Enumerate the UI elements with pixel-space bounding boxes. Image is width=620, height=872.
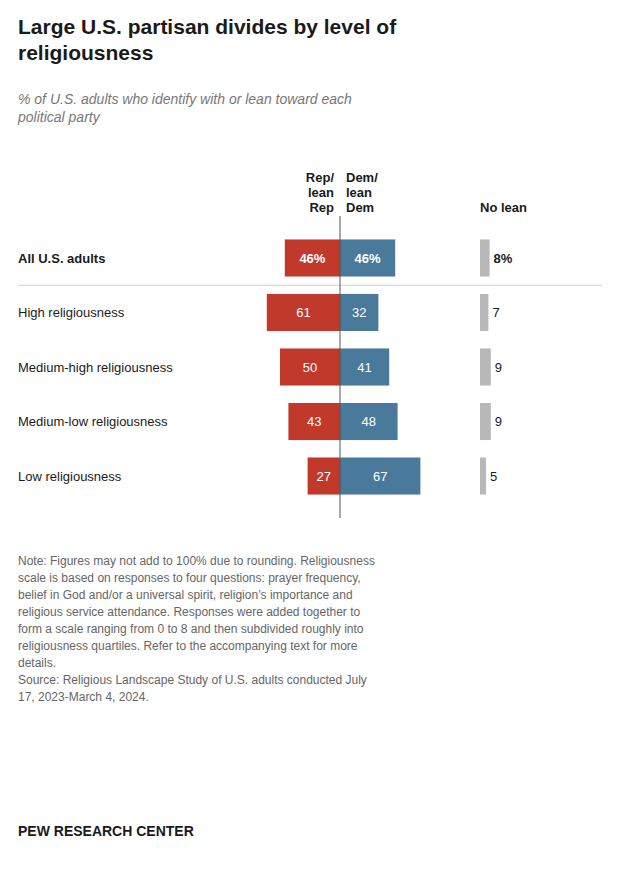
bar (340, 239, 395, 276)
text-line: scale is based on responses to four ques… (18, 571, 361, 585)
text-line: Note: Figures may not add to 100% due to… (18, 554, 375, 568)
data-label: 46% (299, 251, 325, 266)
text-line: religiousness (18, 41, 153, 64)
bar (480, 403, 491, 440)
data-label: 50 (303, 360, 317, 375)
bar (480, 294, 488, 331)
data-label: 9 (495, 414, 502, 429)
data-label: 32 (352, 305, 366, 320)
series-header: Dem/leanDem (346, 170, 378, 215)
data-label: 41 (357, 360, 371, 375)
data-label: 67 (373, 469, 387, 484)
data-label: 5 (490, 469, 497, 484)
text-line: lean (346, 185, 372, 200)
text-line: % of U.S. adults who identify with or le… (18, 91, 352, 107)
bar (285, 239, 340, 276)
divider (340, 216, 341, 518)
bar (280, 348, 340, 385)
bar (267, 294, 340, 331)
data-label: 61 (296, 305, 310, 320)
category-label: High religiousness (18, 305, 125, 320)
text-line: political party (17, 109, 101, 125)
text-line: Dem/ (346, 170, 378, 185)
category-label: Low religiousness (18, 469, 122, 484)
text-line: Source: Religious Landscape Study of U.S… (18, 673, 367, 687)
text-line: lean (308, 185, 334, 200)
data-label: 8% (494, 251, 513, 266)
bar (340, 348, 389, 385)
text-line: religiousness quartiles. Refer to the ac… (18, 639, 358, 653)
data-label: 43 (307, 414, 321, 429)
data-label: 9 (495, 360, 502, 375)
bar (480, 348, 491, 385)
category-label: Medium-high religiousness (18, 360, 173, 375)
series-header: Rep/leanRep (306, 170, 335, 215)
bar (308, 457, 340, 494)
separator (18, 285, 602, 286)
data-label: 46% (355, 251, 381, 266)
bar-group (267, 239, 340, 494)
text-line: Rep (309, 200, 334, 215)
category-label: Medium-low religiousness (18, 414, 168, 429)
text-line: religious service attendance. Responses … (18, 605, 361, 619)
text-line: No lean (480, 200, 527, 215)
text-line: Large U.S. partisan divides by level of (18, 15, 397, 38)
bar-group (340, 239, 420, 494)
footer: PEW RESEARCH CENTER (18, 823, 194, 839)
text-line: belief in God and/or a universal spirit,… (18, 588, 353, 602)
title: Large U.S. partisan divides by level of r… (18, 15, 397, 64)
subtitle: % of U.S. adults who identify with or le… (17, 91, 352, 125)
bar-group (480, 239, 491, 494)
bar (480, 239, 490, 276)
chart: Large U.S. partisan divides by level of r… (0, 0, 620, 872)
bar (340, 457, 420, 494)
data-labels: 46% 61 50 43 27 46% 32 41 48 67 8% 7 9 9 5 (296, 251, 513, 484)
series-header: No lean (480, 200, 527, 215)
text-line: Rep/ (306, 170, 335, 185)
bar (480, 457, 486, 494)
text-line: details. (18, 656, 56, 670)
note: Note: Figures may not add to 100% due to… (18, 554, 375, 704)
category-labels: All U.S. adults High religiousness Medium-… (18, 251, 173, 484)
data-label: 27 (317, 469, 331, 484)
text-line: form a scale ranging from 0 to 8 and the… (18, 622, 364, 636)
text-line: Dem (346, 200, 374, 215)
data-label: 48 (362, 414, 376, 429)
data-label: 7 (492, 305, 499, 320)
category-label: All U.S. adults (18, 251, 105, 266)
bar (340, 294, 378, 331)
bar (288, 403, 340, 440)
bar (340, 403, 398, 440)
text-line: 17, 2023-March 4, 2024. (18, 690, 149, 704)
